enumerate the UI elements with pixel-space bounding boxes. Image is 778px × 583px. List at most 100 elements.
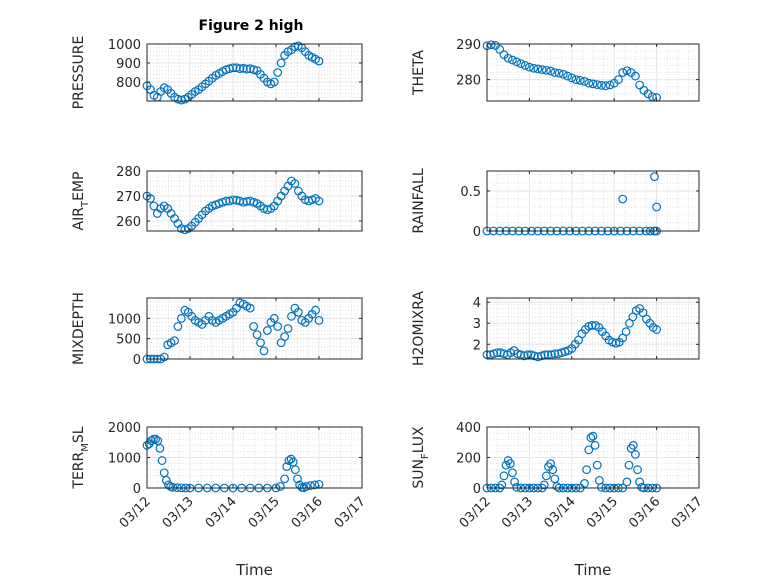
data-point: [628, 440, 638, 450]
data-point: [512, 482, 522, 492]
data-point: [584, 445, 594, 455]
x-tick-label: 03/12: [117, 494, 154, 531]
data-point: [249, 322, 259, 331]
data-point: [164, 480, 173, 490]
data-point: [287, 311, 296, 321]
data-point: [622, 477, 632, 487]
y-tick-label: 270: [116, 190, 141, 205]
y-tick-label: 2: [473, 338, 481, 353]
data-point: [273, 322, 283, 331]
y-tick-label: 260: [116, 215, 141, 230]
data-point: [588, 79, 598, 89]
data-point: [497, 480, 507, 490]
data-point: [282, 462, 292, 472]
x-tick-label: 03/17: [669, 494, 706, 531]
data-point: [571, 75, 581, 85]
data-point: [537, 65, 547, 75]
y-tick-label: 400: [456, 421, 481, 436]
data-point: [263, 326, 272, 335]
data-point: [618, 194, 628, 204]
y-axis-label: MIXDEPTH: [71, 292, 87, 365]
axes-box: [146, 170, 363, 232]
data-point: [580, 479, 589, 488]
data-point: [586, 433, 596, 443]
data-point: [151, 434, 161, 444]
data-point: [157, 456, 167, 465]
x-tick-label: 03/15: [246, 494, 283, 531]
data-point: [495, 44, 505, 54]
data-point: [242, 197, 252, 206]
subplot-8: 0 200 400 SUNFLUX 03/12 03/13 03/14 03/15 03/16 0…: [411, 421, 706, 579]
data-point: [228, 63, 238, 73]
y-axis-label: H2OMIXRA: [411, 291, 427, 366]
data-point: [245, 303, 255, 313]
y-tick-label: 1000: [108, 452, 141, 467]
data-point: [588, 431, 598, 441]
data-point: [552, 482, 562, 491]
y-tick-label: 200: [456, 452, 481, 467]
y-axis-label: SUNFLUX: [411, 426, 431, 489]
data-point: [614, 75, 623, 85]
data-point: [273, 68, 283, 77]
data-point: [314, 196, 324, 206]
y-tick-label: 800: [116, 76, 141, 91]
axes-box: [146, 297, 363, 360]
data-point: [508, 55, 517, 65]
data-point: [235, 64, 245, 74]
data-point: [592, 80, 602, 90]
data-point: [311, 305, 320, 315]
data-point: [541, 65, 551, 75]
data-point: [280, 332, 290, 342]
data-point: [232, 63, 241, 73]
data-point: [161, 475, 171, 485]
x-tick-label: 03/17: [332, 494, 369, 531]
figure-title: Figure 2 high: [199, 18, 304, 34]
data-point: [314, 315, 324, 325]
subplot-5: 0 500 1000 MIXDEPTH: [71, 292, 363, 368]
data-point: [176, 313, 186, 323]
x-tick-label: 03/13: [160, 494, 197, 531]
data-point: [252, 330, 262, 340]
data-point: [633, 465, 642, 475]
data-point: [652, 202, 661, 212]
data-point: [618, 68, 628, 77]
data-point: [558, 69, 568, 79]
data-point: [539, 480, 549, 490]
data-point: [284, 456, 294, 465]
data-point: [520, 60, 530, 70]
y-axis-label: AIRTEMP: [71, 172, 91, 231]
data-point: [516, 59, 526, 68]
axes-box: [486, 43, 700, 102]
x-tick-label: 03/16: [289, 494, 326, 531]
y-tick-label: 0: [473, 482, 481, 497]
data-point: [242, 64, 252, 74]
subplot-4: 0 0.5 RAINFALL: [411, 168, 700, 240]
y-tick-label: 2000: [108, 421, 141, 436]
data-point: [295, 480, 305, 490]
y-tick-label: 1000: [108, 312, 141, 327]
y-tick-label: 290: [456, 38, 481, 53]
data-point: [256, 338, 265, 348]
data-point: [290, 42, 300, 52]
y-axis-label: TERRMSL: [71, 426, 91, 489]
data-point: [259, 346, 269, 356]
data-point: [650, 172, 659, 182]
x-tick-label: 03/13: [499, 494, 536, 531]
data-point: [584, 78, 594, 88]
axes-box: [486, 297, 700, 360]
data-point: [225, 64, 234, 74]
data-point: [546, 459, 555, 469]
axes-box: [486, 170, 700, 232]
data-point: [159, 352, 169, 362]
data-point: [155, 443, 165, 453]
data-point: [503, 53, 513, 63]
data-point: [276, 58, 286, 68]
data-point: [621, 327, 631, 337]
data-point: [550, 68, 560, 77]
y-axis-label: THETA: [411, 50, 427, 96]
data-point: [269, 313, 279, 323]
data-point: [499, 471, 509, 481]
data-point: [173, 322, 183, 331]
data-point: [592, 460, 602, 470]
